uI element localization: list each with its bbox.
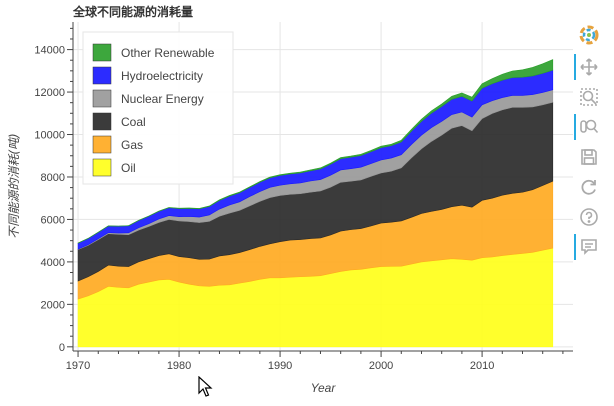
legend: Other Renewable Hydroelectricity Nuclear E… bbox=[82, 31, 234, 185]
toolbar bbox=[574, 22, 608, 322]
legend-label-coal: Coal bbox=[121, 115, 146, 129]
pan-tool-icon[interactable] bbox=[574, 54, 602, 80]
box-zoom-tool-icon[interactable] bbox=[576, 84, 602, 110]
help-tool-icon[interactable] bbox=[576, 204, 602, 230]
bokeh-logo-icon[interactable] bbox=[576, 22, 602, 48]
hover-tool-icon[interactable] bbox=[574, 234, 602, 260]
wheel-zoom-tool-icon[interactable] bbox=[574, 114, 602, 140]
x-tick-label: 2000 bbox=[369, 360, 393, 372]
x-tick-label: 1990 bbox=[268, 360, 292, 372]
legend-label-oil: Oil bbox=[121, 161, 136, 175]
save-tool-icon[interactable] bbox=[576, 144, 602, 170]
y-tick-label: 4000 bbox=[41, 257, 65, 269]
y-tick-label: 6000 bbox=[41, 214, 65, 226]
legend-swatch-hydroelectricity bbox=[92, 66, 112, 85]
reset-tool-icon[interactable] bbox=[576, 174, 602, 200]
legend-label-hydroelectricity: Hydroelectricity bbox=[121, 69, 203, 83]
chart-title: 全球不同能源的消耗量 bbox=[72, 4, 193, 19]
y-tick-label: 8000 bbox=[41, 172, 65, 184]
y-tick-label: 12000 bbox=[34, 87, 65, 99]
y-tick-label: 0 bbox=[59, 342, 65, 354]
x-tick-label: 2010 bbox=[470, 360, 494, 372]
legend-label-gas: Gas bbox=[121, 138, 143, 152]
legend-swatch-coal bbox=[92, 112, 112, 131]
y-axis-label: 不同能源的消耗(吨) bbox=[7, 133, 21, 238]
x-tick-label: 1980 bbox=[167, 360, 191, 372]
mouse-cursor-icon bbox=[198, 376, 213, 397]
legend-label-nuclear-energy: Nuclear Energy bbox=[121, 92, 204, 106]
legend-swatch-gas bbox=[92, 135, 112, 154]
y-tick-label: 10000 bbox=[34, 130, 65, 142]
legend-swatch-nuclear-energy bbox=[92, 89, 112, 108]
area-other-renewable bbox=[77, 59, 554, 244]
y-tick-label: 14000 bbox=[34, 45, 65, 57]
legend-label-other-renewable: Other Renewable bbox=[121, 46, 215, 60]
x-tick-label: 1970 bbox=[66, 360, 90, 372]
legend-swatch-oil bbox=[92, 158, 112, 177]
y-tick-label: 2000 bbox=[41, 299, 65, 311]
legend-swatch-other-renewable bbox=[92, 43, 112, 62]
x-axis-label: Year bbox=[311, 381, 337, 395]
